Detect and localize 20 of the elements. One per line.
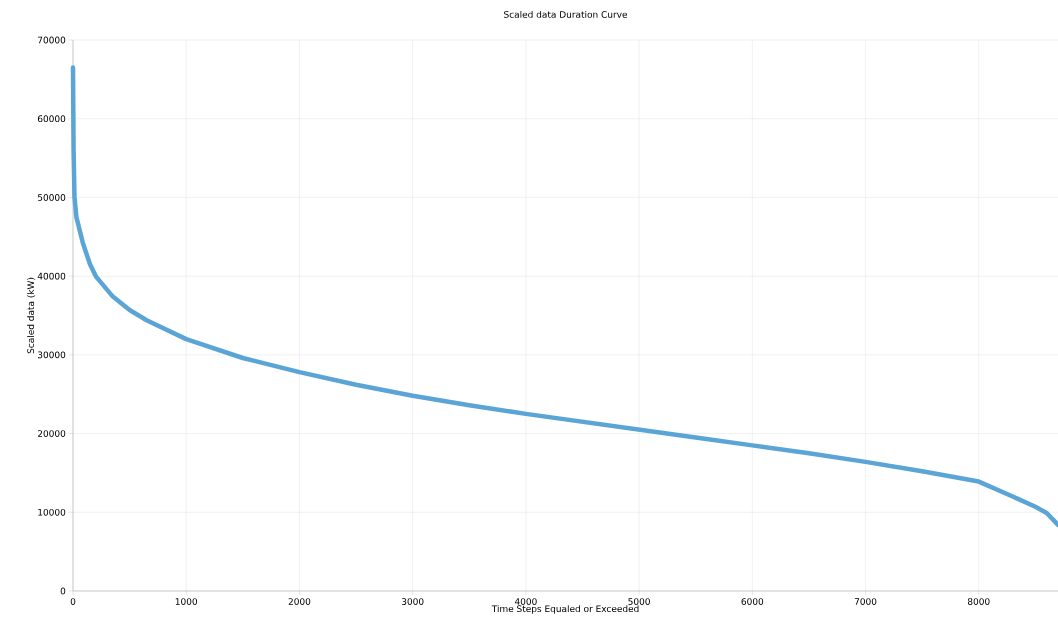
y-tick-label: 0 xyxy=(60,587,66,595)
y-tick-label: 70000 xyxy=(38,36,66,44)
x-tick-label: 1000 xyxy=(175,598,198,605)
x-tick-label: 8000 xyxy=(967,598,990,605)
x-tick-label: 4000 xyxy=(514,598,537,605)
chart-title: Scaled data Duration Curve xyxy=(504,10,628,18)
y-tick-label: 60000 xyxy=(37,115,66,123)
x-tick-label: 7000 xyxy=(854,598,877,605)
x-axis-title: Time Steps Equaled or Exceeded xyxy=(491,605,639,614)
x-tick-label: 2000 xyxy=(288,598,311,605)
y-tick-label: 10000 xyxy=(38,508,66,516)
y-tick-label: 20000 xyxy=(37,430,66,437)
y-axis-title: Scaled data (kW) xyxy=(27,277,36,354)
x-tick-label: 6000 xyxy=(741,598,764,605)
x-tick-label: 0 xyxy=(70,598,76,605)
y-tick-label: 40000 xyxy=(37,272,66,280)
y-tick-label: 30000 xyxy=(37,351,66,359)
x-tick-label: 5000 xyxy=(628,598,650,605)
x-tick-label: 3000 xyxy=(401,598,424,605)
y-tick-label: 50000 xyxy=(37,194,66,201)
